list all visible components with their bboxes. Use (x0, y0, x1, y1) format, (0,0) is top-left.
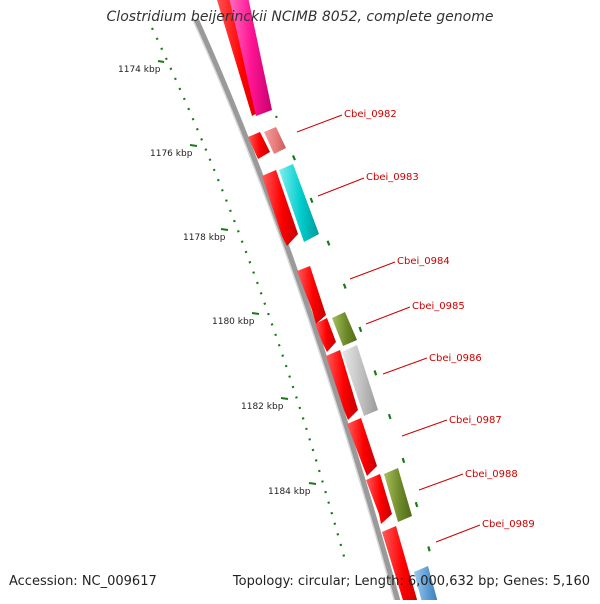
label-leader (365, 306, 411, 325)
cog-feature-track (226, 0, 440, 600)
ruler-tick (308, 482, 317, 485)
cog-feature[interactable] (264, 127, 286, 154)
genome-backbone-highlight (192, 19, 395, 600)
gene-label-cbei-0988[interactable]: Cbei_0988 (465, 469, 518, 480)
gene-label-cbei-0987[interactable]: Cbei_0987 (449, 415, 502, 426)
ruler-label: 1174 kbp (118, 65, 161, 75)
ruler-ticks (157, 60, 317, 485)
cog-feature[interactable] (279, 164, 319, 242)
cog-feature[interactable] (342, 345, 378, 416)
ruler-tick (251, 312, 260, 315)
ruler-label: 1182 kbp (241, 402, 284, 412)
label-leader (296, 114, 343, 133)
ruler-tick (220, 228, 229, 231)
gene-label-cbei-0985[interactable]: Cbei_0985 (412, 301, 465, 312)
cds-feature[interactable] (315, 318, 336, 352)
cds-feature[interactable] (366, 474, 392, 524)
ruler-label: 1180 kbp (212, 317, 255, 327)
ruler-labels: 1174 kbp 1176 kbp 1178 kbp 1180 kbp 1182… (118, 65, 311, 497)
cds-feature[interactable] (347, 418, 377, 476)
ruler-tick (157, 60, 165, 63)
cds-feature[interactable] (326, 350, 358, 420)
forward-cds-track (217, 0, 420, 600)
label-leaders (296, 114, 481, 543)
label-leader (401, 419, 448, 437)
ruler-label: 1176 kbp (150, 149, 193, 159)
cog-feature[interactable] (226, 0, 272, 116)
cog-feature[interactable] (332, 312, 357, 346)
cds-feature[interactable] (297, 266, 326, 324)
genome-summary-text: Topology: circular; Length: 6,000,632 bp… (232, 574, 590, 589)
gene-label-cbei-0983[interactable]: Cbei_0983 (366, 172, 419, 183)
genome-backbone (193, 18, 401, 600)
cds-feature[interactable] (262, 170, 298, 246)
cog-feature[interactable] (384, 468, 412, 522)
cds-feature[interactable] (248, 132, 270, 159)
gene-label-cbei-0986[interactable]: Cbei_0986 (429, 353, 482, 364)
map-title: Clostridium beijerinckii NCIMB 8052, com… (106, 9, 494, 25)
accession-text: Accession: NC_009617 (9, 574, 157, 589)
label-leader (317, 177, 365, 197)
gene-label-cbei-0982[interactable]: Cbei_0982 (344, 109, 397, 120)
ruler-tick (280, 397, 289, 400)
cog-feature[interactable] (414, 566, 440, 600)
gene-labels: Cbei_0982 Cbei_0983 Cbei_0984 Cbei_0985 … (344, 109, 535, 530)
ruler-label: 1178 kbp (183, 233, 226, 243)
ruler-tick (189, 144, 198, 147)
gene-label-cbei-0989[interactable]: Cbei_0989 (482, 519, 535, 530)
label-leader (349, 261, 396, 280)
gene-label-cbei-0984[interactable]: Cbei_0984 (397, 256, 450, 267)
label-leader (418, 473, 464, 491)
label-leader (435, 524, 481, 543)
cds-feature[interactable] (382, 526, 420, 600)
ruler-label: 1184 kbp (268, 487, 311, 497)
label-leader (382, 357, 428, 375)
